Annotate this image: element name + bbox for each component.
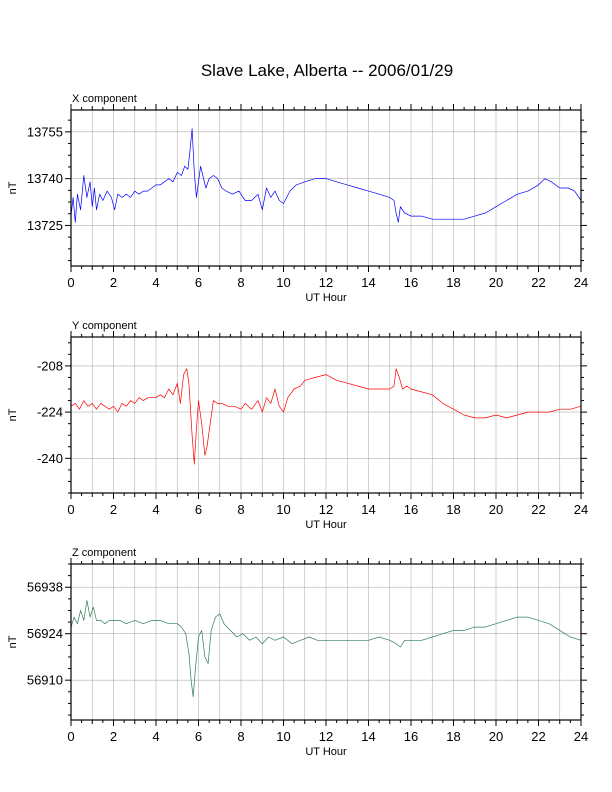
chart-title: Slave Lake, Alberta -- 2006/01/29: [201, 61, 453, 80]
x-x-tick-label: 6: [195, 275, 202, 290]
z-x-tick-label: 24: [574, 729, 588, 744]
y-x-tick-label: 18: [446, 502, 460, 517]
z-x-tick-label: 10: [276, 729, 290, 744]
z-component-series-line: [70, 600, 582, 698]
x-x-tick-label: 12: [319, 275, 333, 290]
z-panel-title: Z component: [72, 547, 136, 559]
z-y-tick-label: 56910: [27, 673, 63, 688]
x-x-tick-label: 10: [276, 275, 290, 290]
z-y-tick-label: 56938: [27, 580, 63, 595]
y-x-tick-label: 22: [531, 502, 545, 517]
x-component-series-line: [70, 128, 582, 223]
x-x-tick-label: 8: [237, 275, 244, 290]
z-x-tick-label: 20: [489, 729, 503, 744]
z-x-tick-label: 22: [531, 729, 545, 744]
y-y-axis-label: nT: [7, 408, 19, 421]
y-x-tick-label: 12: [319, 502, 333, 517]
z-y-axis-label: nT: [7, 635, 19, 648]
y-x-tick-label: 8: [237, 502, 244, 517]
y-y-tick-label: -208: [37, 358, 63, 373]
x-x-tick-label: 4: [152, 275, 159, 290]
x-x-tick-label: 2: [110, 275, 117, 290]
y-y-tick-label: -240: [37, 451, 63, 466]
x-y-axis-label: nT: [7, 181, 19, 194]
y-x-tick-label: 24: [574, 502, 588, 517]
x-x-tick-label: 24: [574, 275, 588, 290]
y-x-tick-label: 4: [152, 502, 159, 517]
x-panel-title: X component: [72, 93, 137, 105]
x-x-axis-label: UT Hour: [305, 292, 347, 304]
y-x-axis-label: UT Hour: [305, 519, 347, 531]
z-x-axis-label: UT Hour: [305, 746, 347, 758]
z-x-tick-label: 18: [446, 729, 460, 744]
y-x-tick-label: 6: [195, 502, 202, 517]
y-component-series-line: [70, 368, 582, 465]
z-x-tick-label: 14: [361, 729, 375, 744]
y-x-tick-label: 2: [110, 502, 117, 517]
x-x-tick-label: 0: [67, 275, 74, 290]
x-x-tick-label: 22: [531, 275, 545, 290]
y-x-tick-label: 20: [489, 502, 503, 517]
y-y-tick-label: -224: [37, 405, 63, 420]
z-x-tick-label: 2: [110, 729, 117, 744]
z-x-tick-label: 6: [195, 729, 202, 744]
x-y-tick-label: 13740: [27, 171, 63, 186]
z-x-tick-label: 8: [237, 729, 244, 744]
x-x-tick-label: 16: [404, 275, 418, 290]
z-x-tick-label: 4: [152, 729, 159, 744]
z-y-tick-label: 56924: [27, 626, 63, 641]
x-x-tick-label: 18: [446, 275, 460, 290]
y-x-tick-label: 10: [276, 502, 290, 517]
x-y-tick-label: 13725: [27, 218, 63, 233]
z-x-tick-label: 12: [319, 729, 333, 744]
z-x-tick-label: 16: [404, 729, 418, 744]
x-y-tick-label: 13755: [27, 124, 63, 139]
y-x-tick-label: 14: [361, 502, 375, 517]
z-x-tick-label: 0: [67, 729, 74, 744]
x-x-tick-label: 20: [489, 275, 503, 290]
x-x-tick-label: 14: [361, 275, 375, 290]
y-x-tick-label: 16: [404, 502, 418, 517]
y-x-tick-label: 0: [67, 502, 74, 517]
y-panel-title: Y component: [72, 320, 137, 332]
